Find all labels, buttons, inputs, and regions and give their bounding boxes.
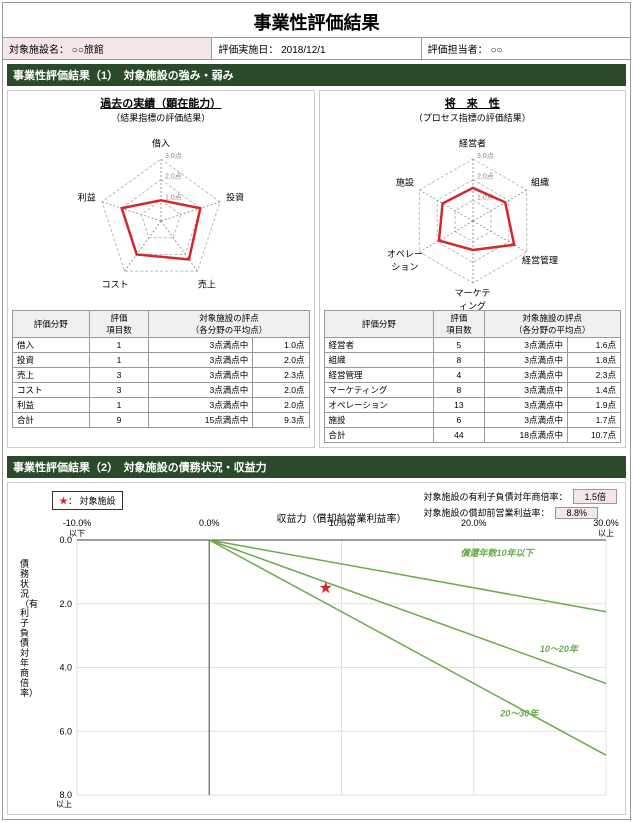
svg-text:2.0点: 2.0点 (165, 173, 182, 181)
radar-axis-label: マーケティング (453, 286, 493, 312)
radar-axis-label: 利益 (78, 190, 96, 203)
legend-star: ★： 対象施設 (52, 491, 123, 510)
svg-text:3.0点: 3.0点 (165, 152, 182, 160)
past-subtitle: （結果指標の評価結果） (12, 111, 310, 124)
date-cell: 評価実施日： 2018/12/1 (212, 38, 421, 59)
radar-axis-label: 借入 (152, 137, 170, 150)
radar-axis-label: 売上 (198, 278, 216, 291)
section1-header: 事業性評価結果（1） 対象施設の強み・弱み (7, 64, 626, 86)
svg-text:8.0: 8.0 (59, 790, 72, 800)
past-radar-chart: 1.0点 2.0点 3.0点 借入投資売上 コスト 利益 (12, 126, 310, 306)
svg-text:6.0: 6.0 (59, 726, 72, 736)
svg-text:2.0: 2.0 (59, 599, 72, 609)
future-table: 評価分野評価項目数対象施設の評点（各分野の平均点）経営者53点満点中1.6点組織… (324, 310, 622, 443)
info-row: 対象施設名： ○○旅館 評価実施日： 2018/12/1 評価担当者： ○○ (3, 38, 630, 60)
past-panel: 過去の実績（顕在能力） （結果指標の評価結果） 1.0点 2.0点 3.0点 借入投資… (7, 90, 315, 448)
svg-text:収益力（償却前営業利益率）: 収益力（償却前営業利益率） (277, 512, 407, 525)
radar-axis-label: 施設 (396, 176, 414, 189)
person-value: ○○ (490, 45, 502, 56)
facility-cell: 対象施設名： ○○旅館 (3, 38, 212, 59)
future-subtitle: （プロセス指標の評価結果） (324, 111, 622, 124)
past-title: 過去の実績（顕在能力） (12, 95, 310, 111)
facility-label: 対象施設名： (9, 45, 69, 56)
svg-text:★: ★ (318, 580, 332, 597)
page-title: 事業性評価結果 (3, 3, 630, 38)
radar-axis-label: 投資 (226, 190, 244, 203)
past-table: 評価分野評価項目数対象施設の評点（各分野の平均点）借入13点満点中1.0点投資1… (12, 310, 310, 428)
future-title: 将 来 性 (324, 95, 622, 111)
svg-text:20～30年: 20～30年 (499, 708, 540, 718)
scatter-chart: -10.0%0.0%10.0%20.0%30.0%0.02.04.06.08.0… (12, 510, 621, 810)
date-label: 評価実施日： (218, 45, 278, 56)
future-radar-chart: 1.0点2.0点3.0点経営者組織経営管理マーケティングオペレーション施設 (324, 126, 622, 306)
svg-text:以上: 以上 (598, 529, 614, 538)
facility-value: ○○旅館 (72, 45, 104, 56)
radar-axis-label: コスト (102, 278, 129, 291)
legend-text: ： 対象施設 (68, 496, 116, 506)
metric-row: 対象施設の有利子負債対年商倍率： 1.5倍 (423, 489, 617, 504)
metric1-label: 対象施設の有利子負債対年商倍率： (423, 490, 567, 503)
svg-text:4.0: 4.0 (59, 663, 72, 673)
future-panel: 将 来 性 （プロセス指標の評価結果） 1.0点2.0点3.0点経営者組織経営管… (319, 90, 627, 448)
radar-axis-label: 経営者 (459, 137, 486, 150)
page: 事業性評価結果 対象施設名： ○○旅館 評価実施日： 2018/12/1 評価担… (2, 2, 631, 820)
svg-text:以上: 以上 (56, 800, 72, 809)
svg-text:2.0点: 2.0点 (477, 173, 494, 181)
svg-text:-10.0%: -10.0% (63, 518, 92, 528)
svg-text:30.0%: 30.0% (593, 518, 619, 528)
svg-text:10～20年: 10～20年 (540, 644, 580, 654)
section2-header: 事業性評価結果（2） 対象施設の債務状況・収益力 (7, 456, 626, 478)
person-cell: 評価担当者： ○○ (422, 38, 630, 59)
radar-axis-label: オペレーション (385, 247, 425, 273)
svg-text:3.0点: 3.0点 (477, 152, 494, 160)
metric1-value: 1.5倍 (573, 489, 617, 504)
svg-text:0.0%: 0.0% (199, 518, 220, 528)
section1-body: 過去の実績（顕在能力） （結果指標の評価結果） 1.0点 2.0点 3.0点 借入投資… (7, 90, 626, 448)
svg-text:以下: 以下 (69, 529, 85, 538)
svg-text:償還年数10年以下: 償還年数10年以下 (461, 548, 536, 558)
person-label: 評価担当者： (428, 45, 488, 56)
svg-text:1.0点: 1.0点 (165, 193, 182, 201)
radar-axis-label: 経営管理 (522, 254, 558, 267)
y-axis-label: 債務状況（有利子負債対年商倍率） (20, 560, 32, 698)
radar-axis-label: 組織 (531, 176, 549, 189)
section2-body: 対象施設の有利子負債対年商倍率： 1.5倍 対象施設の償却前営業利益率： 8.8… (7, 482, 626, 815)
svg-text:20.0%: 20.0% (461, 518, 487, 528)
date-value: 2018/12/1 (281, 45, 326, 56)
